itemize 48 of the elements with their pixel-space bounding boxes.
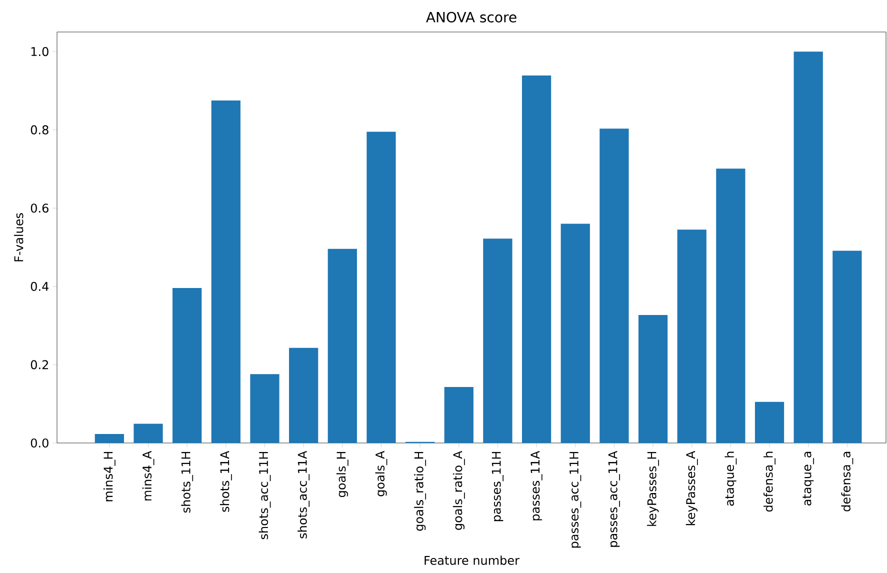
bar	[94, 434, 124, 443]
x-tick-label: mins4_A	[142, 450, 154, 500]
y-tick-label: 0.6	[30, 204, 48, 213]
x-tick-label: keyPasses_A	[686, 450, 698, 526]
x-tick-label: shots_acc_11H	[258, 452, 271, 540]
bar	[638, 314, 668, 443]
bar	[328, 248, 357, 443]
x-tick-label: shots_11A	[220, 450, 232, 512]
bar	[483, 238, 512, 443]
bar	[716, 168, 746, 443]
y-tick-label: 0.8	[30, 125, 48, 134]
bar	[289, 348, 318, 443]
y-tick-label: 0.4	[30, 282, 49, 291]
y-tick-label: 1.0	[31, 47, 48, 56]
x-tick-label: goals_ratio_H	[414, 452, 426, 531]
chart-title: ANOVA score	[426, 12, 516, 22]
x-tick-label: passes_11H	[492, 452, 504, 522]
bar	[832, 250, 862, 443]
y-tick-label: 0.2	[30, 360, 48, 370]
bar	[444, 387, 474, 443]
x-tick-label: defensa_a	[841, 452, 854, 512]
x-tick-label: ataque_h	[724, 452, 737, 506]
x-tick-label: goals_A	[375, 450, 388, 496]
x-tick-label: shots_11H	[181, 452, 194, 513]
bar	[794, 52, 823, 443]
bar	[250, 374, 280, 443]
x-tick-label: passes_acc_11H	[570, 452, 582, 548]
x-tick-label: passes_11A	[530, 450, 542, 520]
bar	[366, 132, 396, 443]
bar	[754, 402, 784, 443]
bar	[560, 224, 590, 443]
x-tick-label: passes_acc_11A	[608, 450, 620, 547]
bar	[172, 288, 202, 443]
y-tick-label: 0.0	[30, 438, 48, 448]
bar	[677, 230, 706, 443]
y-axis-title: F-values	[14, 213, 24, 262]
bar	[522, 75, 552, 443]
x-axis-title: Feature number	[424, 556, 520, 565]
x-tick-label: shots_acc_11A	[298, 450, 310, 538]
x-tick-label: goals_ratio_A	[452, 450, 465, 530]
x-tick-label: goals_H	[336, 452, 348, 498]
bar	[211, 100, 240, 443]
bar	[600, 128, 629, 443]
bar	[134, 424, 163, 443]
x-tick-label: ataque_a	[802, 452, 814, 506]
x-tick-label: keyPasses_H	[647, 452, 659, 526]
x-tick-label: defensa_h	[764, 452, 776, 512]
x-tick-label: mins4_H	[103, 452, 116, 502]
